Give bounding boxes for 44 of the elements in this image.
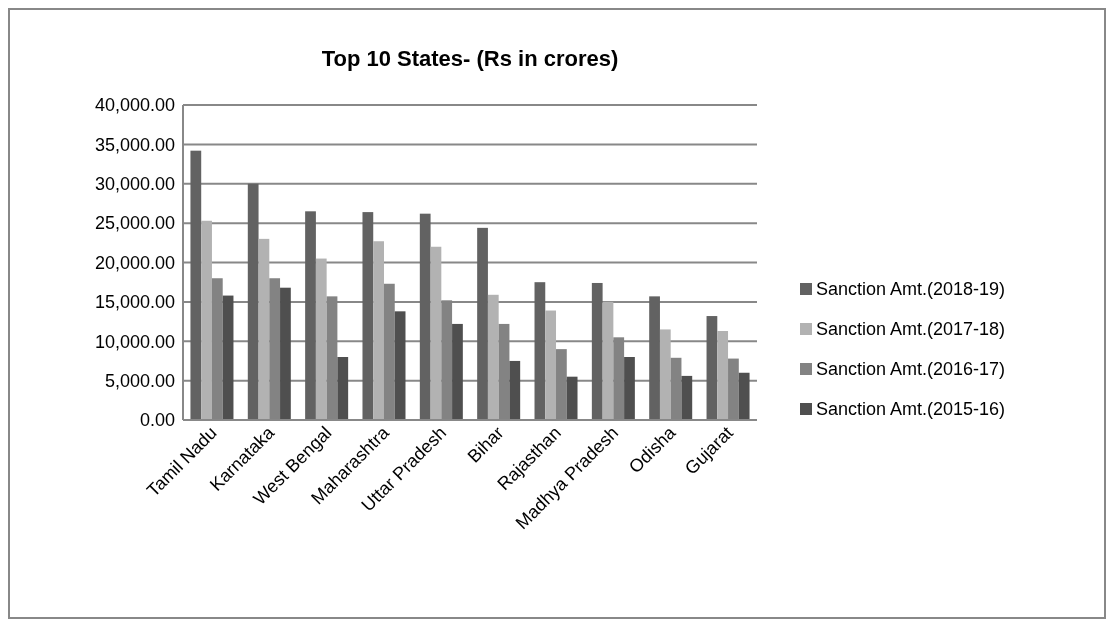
bar [545, 310, 557, 420]
bar [566, 376, 578, 420]
bar [222, 295, 234, 420]
chart-title: Top 10 States- (Rs in crores) [321, 46, 619, 71]
bar [738, 372, 750, 420]
bar [509, 360, 521, 420]
y-tick-label: 10,000.00 [94, 331, 175, 352]
bar [280, 287, 291, 420]
bar [419, 213, 431, 420]
y-tick-label: 15,000.00 [94, 292, 175, 313]
bar [315, 258, 327, 420]
bar [373, 241, 384, 420]
bar [534, 282, 546, 420]
bar [602, 301, 614, 420]
legend-label: Sanction Amt.(2016-17) [816, 359, 1006, 380]
legend-label: Sanction Amt.(2018-19) [816, 279, 1006, 300]
bar [305, 211, 316, 420]
bar [452, 323, 463, 420]
bar [247, 183, 259, 420]
y-tick-label: 30,000.00 [94, 174, 175, 195]
y-tick-label: 0.00 [139, 410, 175, 431]
bar [681, 375, 693, 420]
bar [337, 357, 349, 420]
y-tick-label: 20,000.00 [94, 252, 175, 273]
y-tick-label: 5,000.00 [104, 370, 175, 391]
y-tick-label: 35,000.00 [94, 134, 175, 155]
bar [258, 238, 270, 420]
legend-label: Sanction Amt.(2017-18) [816, 319, 1006, 340]
bar [717, 331, 729, 420]
bar [649, 296, 660, 420]
legend-label: Sanction Amt.(2015-16) [816, 399, 1006, 420]
bar [430, 246, 442, 420]
bar [477, 227, 488, 420]
y-tick-label: 25,000.00 [94, 213, 175, 234]
bar [394, 311, 406, 420]
bar [706, 316, 718, 420]
bar [659, 329, 671, 420]
bar [190, 150, 202, 420]
bar [487, 294, 499, 420]
bar [624, 357, 635, 420]
bar [201, 220, 212, 420]
y-tick-label: 40,000.00 [94, 95, 175, 116]
bar [362, 212, 374, 420]
bar [591, 282, 603, 420]
